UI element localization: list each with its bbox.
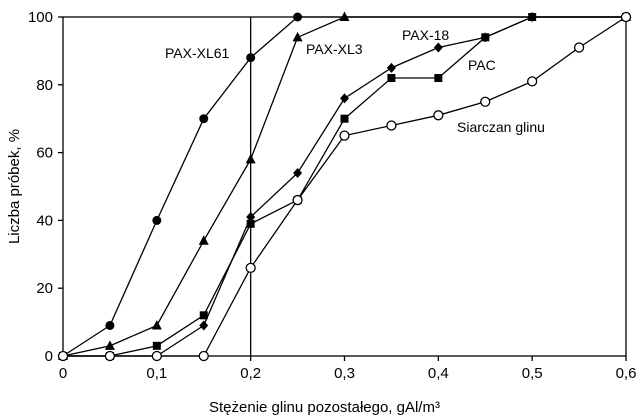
data-point-pax-18 bbox=[199, 320, 209, 331]
plot-frame bbox=[62, 16, 627, 357]
series-line-pac bbox=[63, 16, 626, 357]
series-line-pax-18 bbox=[63, 16, 626, 357]
data-point-siarczan-glinu bbox=[433, 110, 444, 121]
data-point-siarczan-glinu bbox=[480, 96, 491, 107]
data-point-pax-xl3 bbox=[104, 340, 115, 350]
data-point-pax-18 bbox=[246, 212, 256, 223]
y-tick-label: 60 bbox=[36, 145, 53, 162]
y-tick-label: 20 bbox=[36, 280, 53, 297]
data-point-pax-xl61 bbox=[293, 12, 303, 22]
series-label-pax-xl61: PAX-XL61 bbox=[165, 45, 230, 61]
y-tick-label: 80 bbox=[36, 77, 53, 94]
series-line-pax-xl61 bbox=[62, 16, 626, 357]
x-tick-label: 0 bbox=[59, 365, 67, 382]
data-point-pax-xl61 bbox=[246, 53, 256, 63]
data-point-pax-18 bbox=[386, 62, 396, 73]
series-line-siarczan-glinu bbox=[63, 16, 627, 357]
data-point-pac bbox=[340, 114, 349, 123]
x-tick-label: 0,2 bbox=[240, 365, 261, 382]
data-point-pax-xl3 bbox=[339, 11, 350, 21]
data-point-pac bbox=[528, 13, 537, 21]
data-point-siarczan-glinu bbox=[339, 130, 350, 141]
data-point-pac bbox=[481, 33, 490, 42]
data-point-pax-18 bbox=[293, 167, 303, 178]
y-axis-title: Liczba próbek, % bbox=[6, 129, 23, 244]
data-point-siarczan-glinu bbox=[151, 350, 162, 362]
data-point-pax-xl61 bbox=[152, 215, 162, 225]
x-tick-label: 0,6 bbox=[616, 365, 637, 382]
x-tick-label: 0,4 bbox=[428, 365, 449, 382]
series-label-pax-18: PAX-18 bbox=[402, 27, 449, 43]
data-point-pax-xl3 bbox=[245, 153, 256, 164]
data-point-siarczan-glinu bbox=[104, 350, 116, 362]
data-point-pac bbox=[434, 74, 443, 83]
data-point-pax-xl3 bbox=[151, 319, 162, 330]
data-point-siarczan-glinu bbox=[573, 42, 585, 53]
data-point-pax-xl61 bbox=[199, 114, 209, 124]
series-label-pax-xl3: PAX-XL3 bbox=[306, 41, 363, 57]
data-point-siarczan-glinu bbox=[386, 120, 397, 131]
data-point-siarczan-glinu bbox=[292, 194, 303, 206]
data-point-pac bbox=[246, 219, 255, 228]
data-point-pax-18 bbox=[433, 42, 443, 53]
x-tick-label: 0,5 bbox=[522, 365, 543, 382]
x-tick-label: 0,1 bbox=[146, 365, 167, 382]
data-point-siarczan-glinu bbox=[57, 350, 69, 362]
x-axis-title: Stężenie glinu pozostałego, gAl/m³ bbox=[209, 399, 440, 416]
x-tick-label: 0,3 bbox=[334, 365, 355, 382]
series-label-siarczan-glinu: Siarczan glinu bbox=[457, 119, 545, 135]
data-point-siarczan-glinu bbox=[527, 76, 538, 87]
data-point-pax-18 bbox=[340, 93, 349, 104]
data-point-pac bbox=[199, 311, 208, 320]
data-point-pax-xl61 bbox=[105, 320, 115, 330]
series-line-pax-xl3 bbox=[62, 16, 626, 357]
y-tick-label: 40 bbox=[36, 212, 53, 229]
data-point-siarczan-glinu bbox=[245, 262, 256, 274]
data-point-pax-xl3 bbox=[292, 31, 303, 42]
data-point-pax-xl3 bbox=[198, 235, 209, 245]
data-point-siarczan-glinu bbox=[620, 11, 632, 23]
data-point-siarczan-glinu bbox=[198, 350, 209, 362]
y-tick-label: 100 bbox=[28, 9, 53, 26]
data-point-pac bbox=[387, 74, 396, 83]
series-label-pac: PAC bbox=[468, 57, 496, 73]
data-point-pac bbox=[152, 341, 161, 350]
y-tick-label: 0 bbox=[45, 348, 53, 365]
